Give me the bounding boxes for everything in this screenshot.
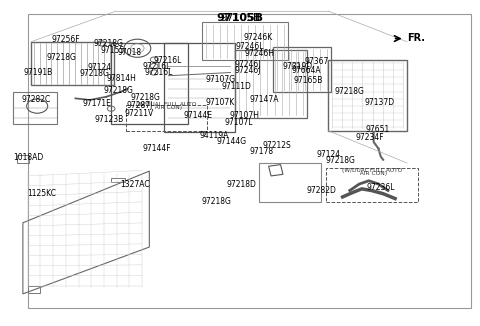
Text: 97171E: 97171E [83, 99, 111, 108]
Text: 1327AC: 1327AC [120, 180, 149, 189]
Bar [326, 168, 418, 202]
Text: 97367: 97367 [305, 57, 329, 66]
Bar [111, 178, 125, 182]
Text: 97246J: 97246J [234, 66, 261, 75]
Text: 97144G: 97144G [216, 137, 246, 146]
Text: 97282C: 97282C [21, 95, 50, 104]
Bar [28, 287, 39, 293]
Bar [31, 42, 115, 85]
Text: 97165B: 97165B [293, 76, 323, 85]
Text: 94119A: 94119A [199, 131, 229, 140]
Text: 97124: 97124 [87, 64, 111, 72]
Text: 97018: 97018 [117, 48, 141, 57]
Text: 97155: 97155 [100, 46, 124, 55]
Bar [202, 22, 288, 60]
Bar [274, 47, 331, 92]
Text: 97147A: 97147A [250, 95, 279, 104]
Text: AIR CON): AIR CON) [151, 105, 182, 110]
Text: 97246J: 97246J [234, 60, 261, 68]
Text: 97651: 97651 [365, 125, 389, 134]
Text: 97218G: 97218G [104, 86, 134, 95]
Text: 97218D: 97218D [227, 180, 256, 189]
Text: 97218G: 97218G [326, 156, 356, 165]
Text: 97287J: 97287J [126, 101, 153, 110]
Text: 97107L: 97107L [225, 118, 253, 127]
Text: 1018AD: 1018AD [13, 153, 44, 162]
Text: 97814H: 97814H [107, 74, 136, 83]
Text: (W/DUAL FULL AUTO: (W/DUAL FULL AUTO [136, 102, 197, 107]
Text: 97105B: 97105B [216, 13, 264, 23]
Text: 97124: 97124 [316, 150, 340, 159]
Text: 97216L: 97216L [153, 56, 181, 65]
Text: 97664A: 97664A [291, 66, 321, 75]
Text: 97211V: 97211V [124, 109, 154, 118]
Text: FR.: FR. [407, 33, 425, 43]
Text: 97111D: 97111D [222, 82, 252, 91]
Text: 97218G: 97218G [335, 87, 364, 96]
Text: 97246K: 97246K [243, 33, 273, 42]
Text: 97144F: 97144F [142, 144, 171, 153]
Text: 97236L: 97236L [366, 183, 395, 192]
Text: 97218G: 97218G [202, 197, 232, 206]
Text: 97218G: 97218G [130, 93, 160, 101]
Text: 97191B: 97191B [24, 68, 53, 77]
Bar [126, 105, 206, 131]
Text: 97218G: 97218G [94, 38, 123, 48]
Text: 97218G: 97218G [47, 53, 77, 62]
Text: 1125KC: 1125KC [28, 189, 57, 198]
Bar [259, 163, 321, 202]
Text: (W/DUAL FULL AUTO: (W/DUAL FULL AUTO [342, 168, 402, 173]
Text: 97234F: 97234F [356, 133, 384, 142]
Text: 97123B: 97123B [95, 114, 124, 124]
Text: 97212S: 97212S [263, 141, 292, 150]
Bar [235, 50, 307, 118]
Text: 97218G: 97218G [79, 69, 109, 78]
Text: 97256F: 97256F [51, 35, 80, 44]
Text: 97107G: 97107G [205, 75, 236, 84]
Text: 97246H: 97246H [245, 49, 275, 58]
Text: 97105B: 97105B [220, 13, 260, 23]
Bar [328, 60, 407, 131]
Text: 97282D: 97282D [307, 185, 336, 195]
Text: 97216L: 97216L [142, 62, 170, 71]
Bar [13, 92, 57, 124]
Text: 97144E: 97144E [184, 111, 213, 120]
Bar [17, 155, 29, 163]
Text: 97216L: 97216L [144, 68, 173, 77]
Text: 97107H: 97107H [229, 111, 260, 120]
Text: 97246L: 97246L [235, 42, 264, 51]
Text: 97178: 97178 [250, 147, 274, 156]
Text: 97137D: 97137D [364, 98, 394, 107]
Text: AIR CON): AIR CON) [356, 171, 387, 176]
Text: 97319D: 97319D [283, 62, 313, 71]
Text: 97107K: 97107K [205, 98, 234, 107]
